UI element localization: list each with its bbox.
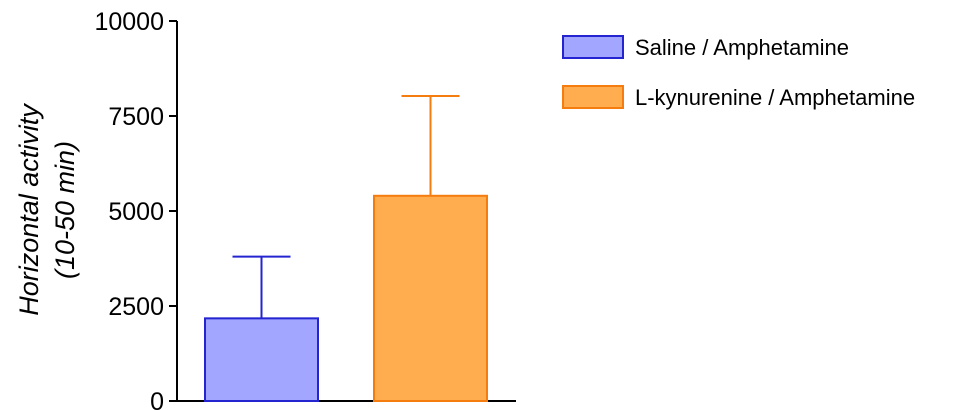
y-axis-title-line1: Horizontal activity (14, 103, 44, 316)
y-tick-label: 7500 (108, 103, 164, 131)
y-tick-label: 0 (150, 388, 164, 410)
y-tick-label: 10000 (94, 8, 164, 36)
legend-swatch (562, 35, 624, 59)
y-axis-title-line2: (10-50 min) (50, 141, 80, 279)
legend-swatch (562, 85, 624, 109)
y-tick-label: 5000 (108, 198, 164, 226)
legend-label: L-kynurenine / Amphetamine (635, 85, 915, 110)
y-axis: 0 2500 5000 7500 10000 (94, 8, 178, 410)
legend: Saline / Amphetamine L-kynurenine / Amphe… (562, 35, 915, 110)
y-tick-label: 2500 (108, 293, 164, 321)
bar (373, 194, 488, 402)
legend-label: Saline / Amphetamine (635, 35, 849, 60)
bars (204, 194, 488, 403)
error-bars (232, 95, 460, 319)
bar (204, 317, 319, 403)
